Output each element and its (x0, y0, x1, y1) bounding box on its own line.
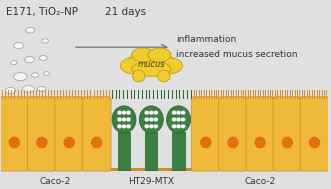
FancyBboxPatch shape (118, 132, 130, 170)
Ellipse shape (44, 72, 49, 75)
Ellipse shape (126, 111, 131, 115)
FancyBboxPatch shape (246, 97, 274, 171)
Ellipse shape (91, 137, 102, 148)
Ellipse shape (145, 117, 149, 122)
Text: Caco-2: Caco-2 (40, 177, 71, 186)
Ellipse shape (181, 111, 185, 115)
Ellipse shape (23, 86, 34, 92)
Ellipse shape (154, 117, 158, 122)
Ellipse shape (122, 124, 126, 128)
Text: HT29-MTX: HT29-MTX (128, 177, 174, 186)
FancyBboxPatch shape (27, 97, 56, 171)
FancyBboxPatch shape (192, 97, 220, 171)
Ellipse shape (181, 117, 185, 122)
Text: increased mucus secretion: increased mucus secretion (176, 50, 297, 59)
FancyBboxPatch shape (0, 97, 29, 171)
Ellipse shape (9, 137, 20, 148)
Ellipse shape (64, 137, 75, 148)
Ellipse shape (126, 117, 131, 122)
Ellipse shape (181, 124, 185, 128)
Ellipse shape (11, 61, 17, 65)
Ellipse shape (156, 58, 182, 74)
Ellipse shape (154, 124, 158, 128)
Ellipse shape (39, 56, 47, 60)
Ellipse shape (13, 102, 21, 107)
FancyBboxPatch shape (82, 97, 111, 171)
Ellipse shape (149, 111, 154, 115)
Ellipse shape (132, 48, 155, 62)
Ellipse shape (37, 87, 46, 91)
Ellipse shape (120, 58, 146, 74)
Ellipse shape (117, 124, 122, 128)
Ellipse shape (41, 101, 49, 105)
Ellipse shape (172, 124, 176, 128)
Ellipse shape (154, 111, 158, 115)
Ellipse shape (117, 111, 122, 115)
Ellipse shape (176, 124, 181, 128)
Text: mucus: mucus (137, 60, 165, 69)
FancyBboxPatch shape (273, 97, 302, 171)
Ellipse shape (133, 70, 145, 82)
Ellipse shape (149, 117, 154, 122)
Ellipse shape (126, 54, 177, 70)
FancyBboxPatch shape (145, 132, 158, 170)
Ellipse shape (5, 88, 16, 94)
Ellipse shape (200, 137, 212, 148)
Text: 21 days: 21 days (106, 7, 147, 17)
Ellipse shape (36, 137, 48, 148)
Ellipse shape (126, 124, 131, 128)
Ellipse shape (41, 39, 49, 43)
Ellipse shape (158, 70, 170, 82)
Ellipse shape (31, 73, 39, 77)
Ellipse shape (28, 101, 35, 105)
Ellipse shape (309, 137, 320, 148)
Ellipse shape (176, 111, 181, 115)
Ellipse shape (14, 73, 27, 81)
Ellipse shape (172, 111, 176, 115)
FancyBboxPatch shape (300, 97, 329, 171)
Ellipse shape (176, 117, 181, 122)
Ellipse shape (148, 48, 171, 62)
Ellipse shape (122, 111, 126, 115)
Ellipse shape (25, 27, 35, 33)
Ellipse shape (122, 117, 126, 122)
Text: inflammation: inflammation (176, 35, 236, 44)
Ellipse shape (166, 106, 191, 133)
Ellipse shape (24, 57, 34, 63)
Ellipse shape (132, 61, 171, 76)
Ellipse shape (255, 137, 266, 148)
FancyBboxPatch shape (219, 97, 247, 171)
Ellipse shape (139, 106, 163, 133)
FancyBboxPatch shape (55, 97, 84, 171)
Ellipse shape (14, 43, 24, 49)
Ellipse shape (149, 124, 154, 128)
Text: Caco-2: Caco-2 (245, 177, 276, 186)
Ellipse shape (112, 106, 136, 133)
Ellipse shape (227, 137, 239, 148)
Bar (1, 168, 328, 171)
Text: E171, TiO₂-NP: E171, TiO₂-NP (6, 7, 77, 17)
Ellipse shape (282, 137, 293, 148)
Ellipse shape (145, 111, 149, 115)
Ellipse shape (117, 117, 122, 122)
FancyBboxPatch shape (172, 132, 185, 170)
Ellipse shape (145, 124, 149, 128)
Ellipse shape (172, 117, 176, 122)
